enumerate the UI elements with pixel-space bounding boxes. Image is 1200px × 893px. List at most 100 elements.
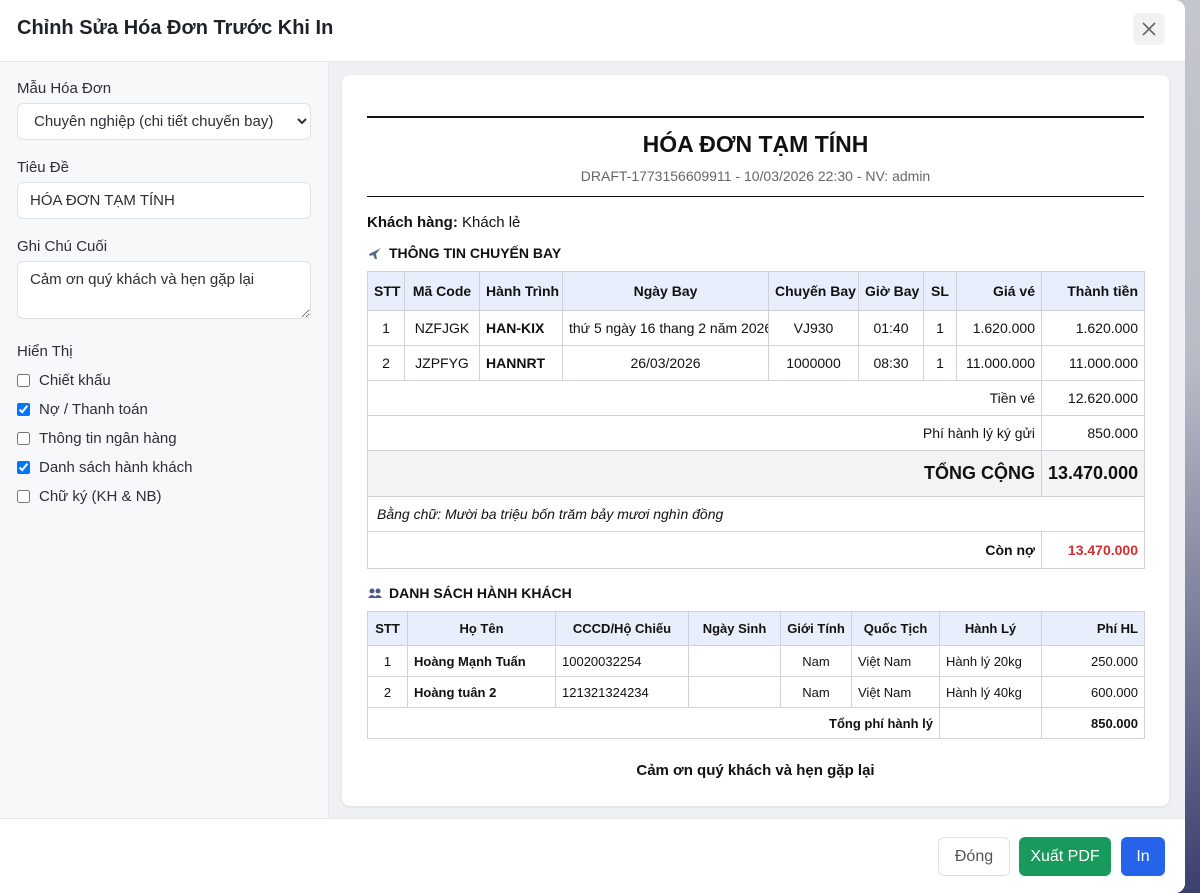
invoice-card: HÓA ĐƠN TẠM TÍNH DRAFT-1773156609911 - 1… [342,75,1169,806]
passengers-table: STT Họ Tên CCCD/Hộ Chiếu Ngày Sinh Giới Tính… [367,611,1145,739]
customer-label: Khách hàng: [367,214,458,231]
header-row: STT Họ Tên CCCD/Hộ Chiếu Ngày Sinh Giới Tính… [367,611,1145,646]
column-header: Thành tiền [1041,271,1145,311]
flight-row: 1 NZFJGK HAN-KIX thứ 5 ngày 16 thang 2 năm … [367,310,1145,346]
column-header: Ngày Sinh [688,611,781,646]
flights-heading-text: THÔNG TIN CHUYẾN BAY [389,245,562,261]
template-label: Mẫu Hóa Đơn [17,80,112,97]
column-header: Ngày Bay [562,271,769,311]
column-header: STT [367,271,405,311]
column-header: STT [367,611,408,646]
note-textarea[interactable]: Cảm ơn quý khách và hẹn gặp lại [17,261,311,319]
column-header: Họ Tên [407,611,556,646]
option-checkbox[interactable] [17,403,30,416]
display-option: Danh sách hành khách [17,459,192,476]
column-header: Hành Trình [479,271,563,311]
column-header: Phí HL [1041,611,1145,646]
column-header: Giới Tính [780,611,852,646]
flight-cell: 01:40 [858,310,924,346]
flight-cell: 1 [367,310,405,346]
summary-value: 850.000 [1041,415,1145,451]
print-btn[interactable]: In [1121,837,1165,876]
summary-row: Tiền vé 12.620.000 [367,380,1145,416]
summary-label: Phí hành lý ký gửi [367,415,1042,451]
passenger-row: 2 Hoàng tuân 2 121321324234 Nam Việt Nam Hành… [367,676,1145,708]
flight-cell: 11.000.000 [1041,345,1145,381]
option-checkbox[interactable] [17,461,30,474]
grand-total-row: TỔNG CỘNG 13.470.000 [367,450,1145,497]
passenger-id: 121321324234 [555,676,689,708]
debt-row: Còn nợ 13.470.000 [367,531,1145,569]
flight-cell: 1 [923,345,957,381]
top-rule [367,116,1144,118]
option-label: Danh sách hành khách [39,459,193,476]
passenger-nationality: Việt Nam [851,645,940,677]
title-label: Tiêu Đề [17,159,69,176]
passenger-empty [688,676,781,708]
passenger-empty [688,645,781,677]
customer: Khách hàng: Khách lẻ [367,214,520,231]
customer-name: Khách lẻ [462,214,521,231]
passenger-stt: 1 [367,645,408,677]
summary-label: Tiền vé [367,380,1042,416]
display-option: Nợ / Thanh toán [17,401,148,418]
grand-total-value: 13.470.000 [1041,450,1145,497]
passenger-empty [939,707,1042,739]
close-btn[interactable]: Đóng [938,837,1010,876]
passengers-heading-text: DANH SÁCH HÀNH KHÁCH [389,585,572,601]
meta-rule [367,196,1144,197]
passengers-heading: DANH SÁCH HÀNH KHÁCH [367,585,572,601]
amount-in-words: Bằng chữ: Mười ba triệu bốn trăm bảy mươ… [367,496,1145,532]
passenger-total-value: 850.000 [1041,707,1145,739]
flight-row: 2 JZPFYG HANNRT 26/03/2026 1000000 08:30 1 11.0… [367,345,1145,381]
option-checkbox[interactable] [17,374,30,387]
passenger-total-row: Tổng phí hành lý 850.000 [367,707,1145,739]
column-header: CCCD/Hộ Chiếu [555,611,689,646]
column-header: Giờ Bay [858,271,924,311]
note-label: Ghi Chú Cuối [17,238,108,255]
option-label: Chiết khấu [39,372,111,389]
flight-cell: thứ 5 ngày 16 thang 2 năm 2026 [562,310,769,346]
flight-cell: JZPFYG [404,345,480,381]
modal-title: Chỉnh Sửa Hóa Đơn Trước Khi In [17,17,334,39]
summary-value: 12.620.000 [1041,380,1145,416]
passenger-name: Hoàng Mạnh Tuấn [407,645,556,677]
column-header: Quốc Tịch [851,611,940,646]
export-pdf-btn[interactable]: Xuất PDF [1019,837,1111,876]
closing-note: Cảm ơn quý khách và hẹn gặp lại [636,762,875,779]
invoice-title: HÓA ĐƠN TẠM TÍNH [642,131,869,157]
column-header: Giá vé [956,271,1042,311]
option-checkbox[interactable] [17,432,30,445]
display-option: Chữ ký (KH & NB) [17,488,162,505]
flight-cell: 08:30 [858,345,924,381]
title-input[interactable] [17,182,311,219]
template-select[interactable]: Chuyên nghiệp (chi tiết chuyến bay) [17,103,311,140]
passenger-name: Hoàng tuân 2 [407,676,556,708]
option-label: Thông tin ngân hàng [39,430,177,447]
flight-cell: HAN-KIX [479,310,563,346]
passenger-baggage: Hành lý 20kg [939,645,1042,677]
plane-icon [369,248,381,259]
summary-row: Phí hành lý ký gửi 850.000 [367,415,1145,451]
settings-panel: Mẫu Hóa Đơn Chuyên nghiệp (chi tiết chuy… [0,62,329,818]
close-button[interactable] [1133,13,1165,45]
passenger-fee: 250.000 [1041,645,1145,677]
close-icon [1142,22,1156,36]
flight-cell: 11.000.000 [956,345,1042,381]
passenger-gender: Nam [780,676,852,708]
flights-table: STT Mã Code Hành Trình Ngày Bay Chuyến Bay Gi… [367,271,1145,569]
column-header: SL [923,271,957,311]
grand-total-label: TỔNG CỘNG [367,450,1042,497]
debt-value: 13.470.000 [1041,531,1145,569]
passenger-row: 1 Hoàng Mạnh Tuấn 10020032254 Nam Việt Nam Hà… [367,645,1145,677]
passenger-total-label: Tổng phí hành lý [367,707,940,739]
flight-cell: NZFJGK [404,310,480,346]
option-label: Nợ / Thanh toán [39,401,148,418]
column-header: Mã Code [404,271,480,311]
debt-label: Còn nợ [367,531,1042,569]
flights-heading: THÔNG TIN CHUYẾN BAY [367,245,561,261]
passenger-nationality: Việt Nam [851,676,940,708]
option-checkbox[interactable] [17,490,30,503]
flight-cell: HANNRT [479,345,563,381]
